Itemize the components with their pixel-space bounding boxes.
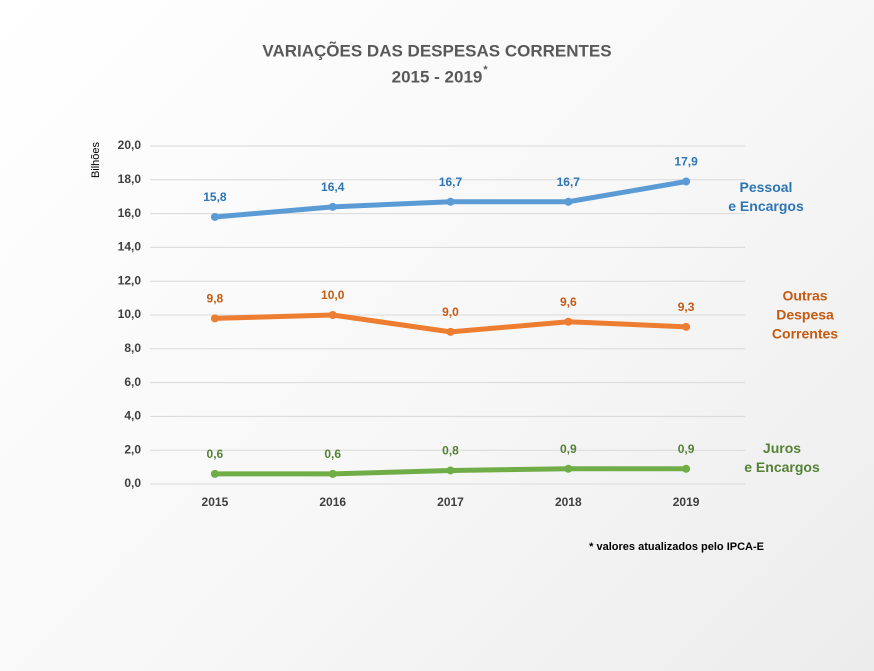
y-tick-label: 12,0 [118, 273, 142, 287]
data-label: 9,0 [442, 305, 459, 319]
data-label: 9,6 [560, 295, 577, 309]
point [328, 469, 337, 478]
data-label: 15,8 [203, 190, 227, 204]
point [210, 469, 219, 478]
x-tick-label: 2015 [202, 495, 229, 509]
data-label: 0,9 [560, 442, 577, 456]
x-tick-label: 2017 [437, 495, 464, 509]
point [564, 197, 573, 206]
point [210, 212, 219, 221]
data-label: 0,9 [678, 442, 695, 456]
point [210, 314, 219, 323]
chart-subtitle: 2015 - 2019 [392, 67, 483, 86]
data-label: 16,4 [321, 180, 345, 194]
y-tick-label: 14,0 [118, 240, 142, 254]
point [682, 322, 691, 331]
y-tick-label: 16,0 [118, 206, 142, 220]
y-axis-label: Bilhões [90, 141, 102, 178]
y-tick-label: 8,0 [124, 341, 141, 355]
note: * valores atualizados pelo IPCA-E [589, 541, 764, 553]
chart-title: VARIAÇÕES DAS DESPESAS CORRENTES [262, 40, 611, 60]
point [328, 202, 337, 211]
data-label: 16,7 [557, 175, 581, 189]
y-tick-label: 4,0 [124, 409, 141, 423]
data-label: 0,8 [442, 444, 459, 458]
y-tick-label: 18,0 [118, 172, 142, 186]
data-label: 9,8 [207, 292, 224, 306]
y-tick-label: 20,0 [118, 138, 142, 152]
x-tick-label: 2019 [673, 495, 700, 509]
y-tick-label: 2,0 [124, 442, 141, 456]
point [682, 464, 691, 473]
point [328, 311, 337, 319]
legend-label: Outras Despesa Correntes [771, 287, 839, 342]
data-label: 0,6 [207, 447, 224, 461]
x-tick-label: 2018 [555, 495, 582, 509]
point [446, 327, 455, 336]
data-label: 17,9 [674, 155, 698, 169]
x-tick-label: 2016 [319, 495, 346, 509]
data-label: 16,7 [439, 175, 463, 189]
point [682, 177, 691, 186]
point [446, 466, 455, 475]
legend-label: Pessoal e Encargos [728, 179, 804, 214]
legend-label: Juros e Encargos [744, 440, 820, 475]
subtitle-marker: * [483, 64, 488, 76]
point [564, 317, 573, 326]
data-label: 0,6 [324, 447, 341, 461]
data-label: 9,3 [678, 300, 695, 314]
point [446, 197, 455, 206]
y-tick-label: 10,0 [118, 307, 142, 321]
y-tick-label: 0,0 [124, 476, 141, 490]
data-label: 10,0 [321, 288, 345, 302]
point [564, 464, 573, 473]
y-tick-label: 6,0 [124, 375, 141, 389]
